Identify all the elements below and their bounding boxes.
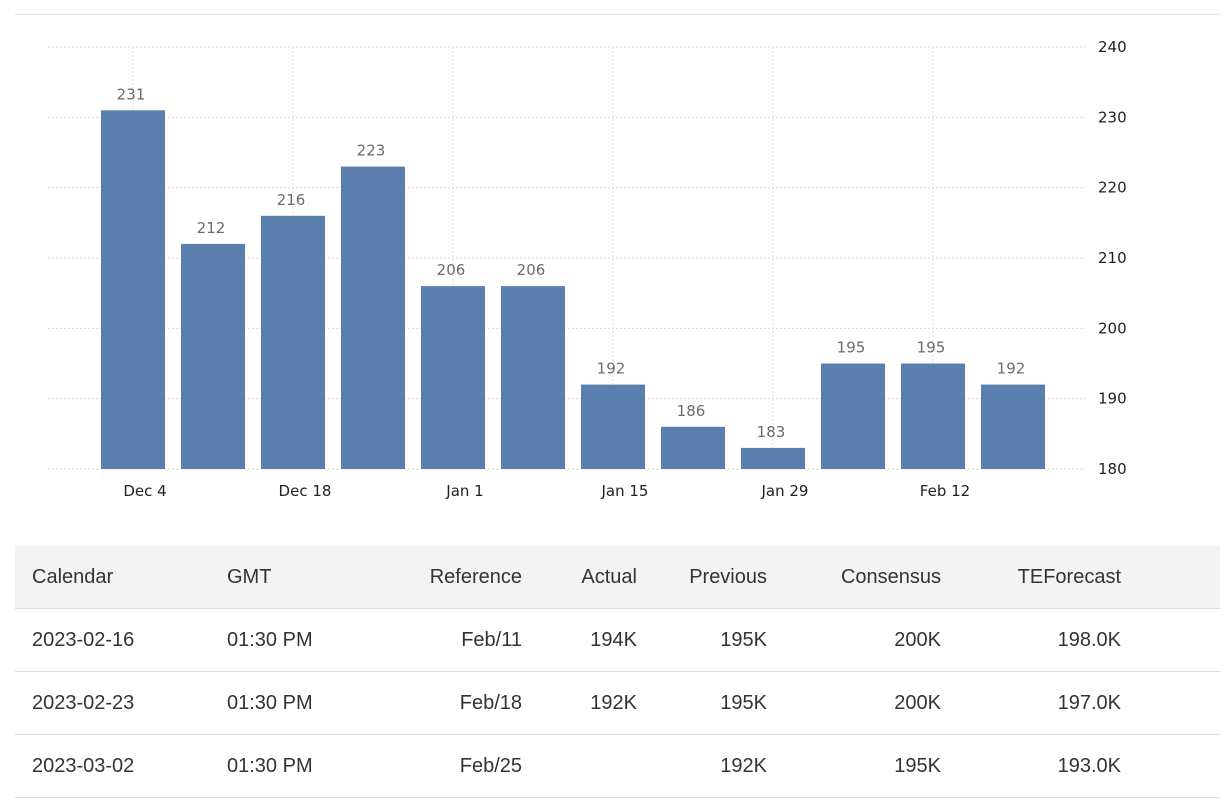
bar-value-label: 231: [117, 85, 146, 103]
cell-actual: 192K: [522, 671, 637, 735]
y-tick-label: 210: [1098, 249, 1127, 267]
cell-calendar: 2023-02-23: [15, 671, 227, 735]
y-tick-label: 200: [1098, 319, 1127, 337]
x-axis-ticks: Dec 4 Dec 18 Jan 1 Jan 15 Jan 29 Feb 12: [123, 482, 970, 500]
cell-reference: Feb/25: [382, 734, 522, 798]
bar[interactable]: [661, 426, 725, 469]
y-axis-ticks: 180 190 200 210 220 230 240: [1098, 38, 1127, 478]
header-gmt[interactable]: GMT: [227, 546, 382, 609]
table-row: 2023-02-23 01:30 PM Feb/18 192K 195K 200…: [15, 671, 1220, 735]
bar-value-label: 195: [917, 339, 946, 357]
bar[interactable]: [101, 110, 165, 470]
cell-gmt: 01:30 PM: [227, 608, 382, 672]
bar-value-label: 206: [517, 261, 546, 279]
cell-actual: 194K: [522, 608, 637, 672]
cell-reference: Feb/18: [382, 671, 522, 735]
header-consensus[interactable]: Consensus: [767, 546, 941, 609]
bar[interactable]: [821, 363, 885, 470]
bar[interactable]: [981, 384, 1045, 469]
bar[interactable]: [501, 286, 565, 469]
bar-value-label: 212: [197, 219, 226, 237]
calendar-table: Calendar GMT Reference Actual Previous C…: [15, 546, 1220, 798]
table-header-row: Calendar GMT Reference Actual Previous C…: [15, 546, 1220, 609]
header-teforecast[interactable]: TEForecast: [941, 546, 1121, 609]
bar-chart: 231 212 216 223 206 206 192 186 183 195 195 192 Dec…: [48, 38, 1127, 500]
bar[interactable]: [421, 286, 485, 469]
cell-consensus: 200K: [767, 671, 941, 735]
x-tick-label: Jan 29: [761, 482, 809, 500]
cell-spacer: [1121, 608, 1220, 672]
bar-value-label: 192: [597, 360, 626, 378]
bar[interactable]: [181, 243, 245, 469]
bar-value-label: 216: [277, 191, 306, 209]
bar-value-label: 186: [677, 402, 706, 420]
cell-spacer: [1121, 671, 1220, 735]
bar[interactable]: [341, 166, 405, 470]
cell-teforecast: 198.0K: [941, 608, 1121, 672]
cell-gmt: 01:30 PM: [227, 671, 382, 735]
y-tick-label: 240: [1098, 38, 1127, 56]
y-tick-label: 180: [1098, 460, 1127, 478]
header-reference[interactable]: Reference: [382, 546, 522, 609]
bar-value-label: 223: [357, 142, 386, 160]
x-tick-label: Feb 12: [920, 482, 970, 500]
chart-data-labels: 231 212 216 223 206 206 192 186 183 195 195 192: [117, 85, 1026, 441]
bar[interactable]: [901, 363, 965, 470]
x-tick-label: Dec 4: [123, 482, 166, 500]
x-tick-label: Dec 18: [279, 482, 332, 500]
cell-teforecast: 197.0K: [941, 671, 1121, 735]
table-row: 2023-03-02 01:30 PM Feb/25 192K 195K 193…: [15, 734, 1220, 798]
bar[interactable]: [581, 384, 645, 469]
chart-bars: [101, 110, 1045, 470]
bar[interactable]: [741, 447, 805, 469]
y-tick-label: 230: [1098, 108, 1127, 126]
cell-teforecast: 193.0K: [941, 734, 1121, 798]
bar-value-label: 183: [757, 423, 786, 441]
cell-calendar: 2023-03-02: [15, 734, 227, 798]
bar-value-label: 195: [837, 339, 866, 357]
bar-value-label: 192: [997, 360, 1026, 378]
header-calendar[interactable]: Calendar: [15, 546, 227, 609]
cell-previous: 192K: [637, 734, 767, 798]
cell-spacer: [1121, 734, 1220, 798]
table-row: 2023-02-16 01:30 PM Feb/11 194K 195K 200…: [15, 608, 1220, 672]
x-tick-label: Jan 1: [445, 482, 483, 500]
cell-actual: [522, 734, 637, 798]
x-tick-label: Jan 15: [601, 482, 649, 500]
cell-calendar: 2023-02-16: [15, 608, 227, 672]
y-tick-label: 190: [1098, 390, 1127, 408]
y-tick-label: 220: [1098, 179, 1127, 197]
bar[interactable]: [261, 215, 325, 469]
header-spacer: [1121, 546, 1220, 609]
cell-gmt: 01:30 PM: [227, 734, 382, 798]
cell-previous: 195K: [637, 671, 767, 735]
header-previous[interactable]: Previous: [637, 546, 767, 609]
top-divider: [15, 14, 1220, 15]
cell-consensus: 195K: [767, 734, 941, 798]
cell-reference: Feb/11: [382, 608, 522, 672]
bar-value-label: 206: [437, 261, 466, 279]
header-actual[interactable]: Actual: [522, 546, 637, 609]
cell-previous: 195K: [637, 608, 767, 672]
cell-consensus: 200K: [767, 608, 941, 672]
